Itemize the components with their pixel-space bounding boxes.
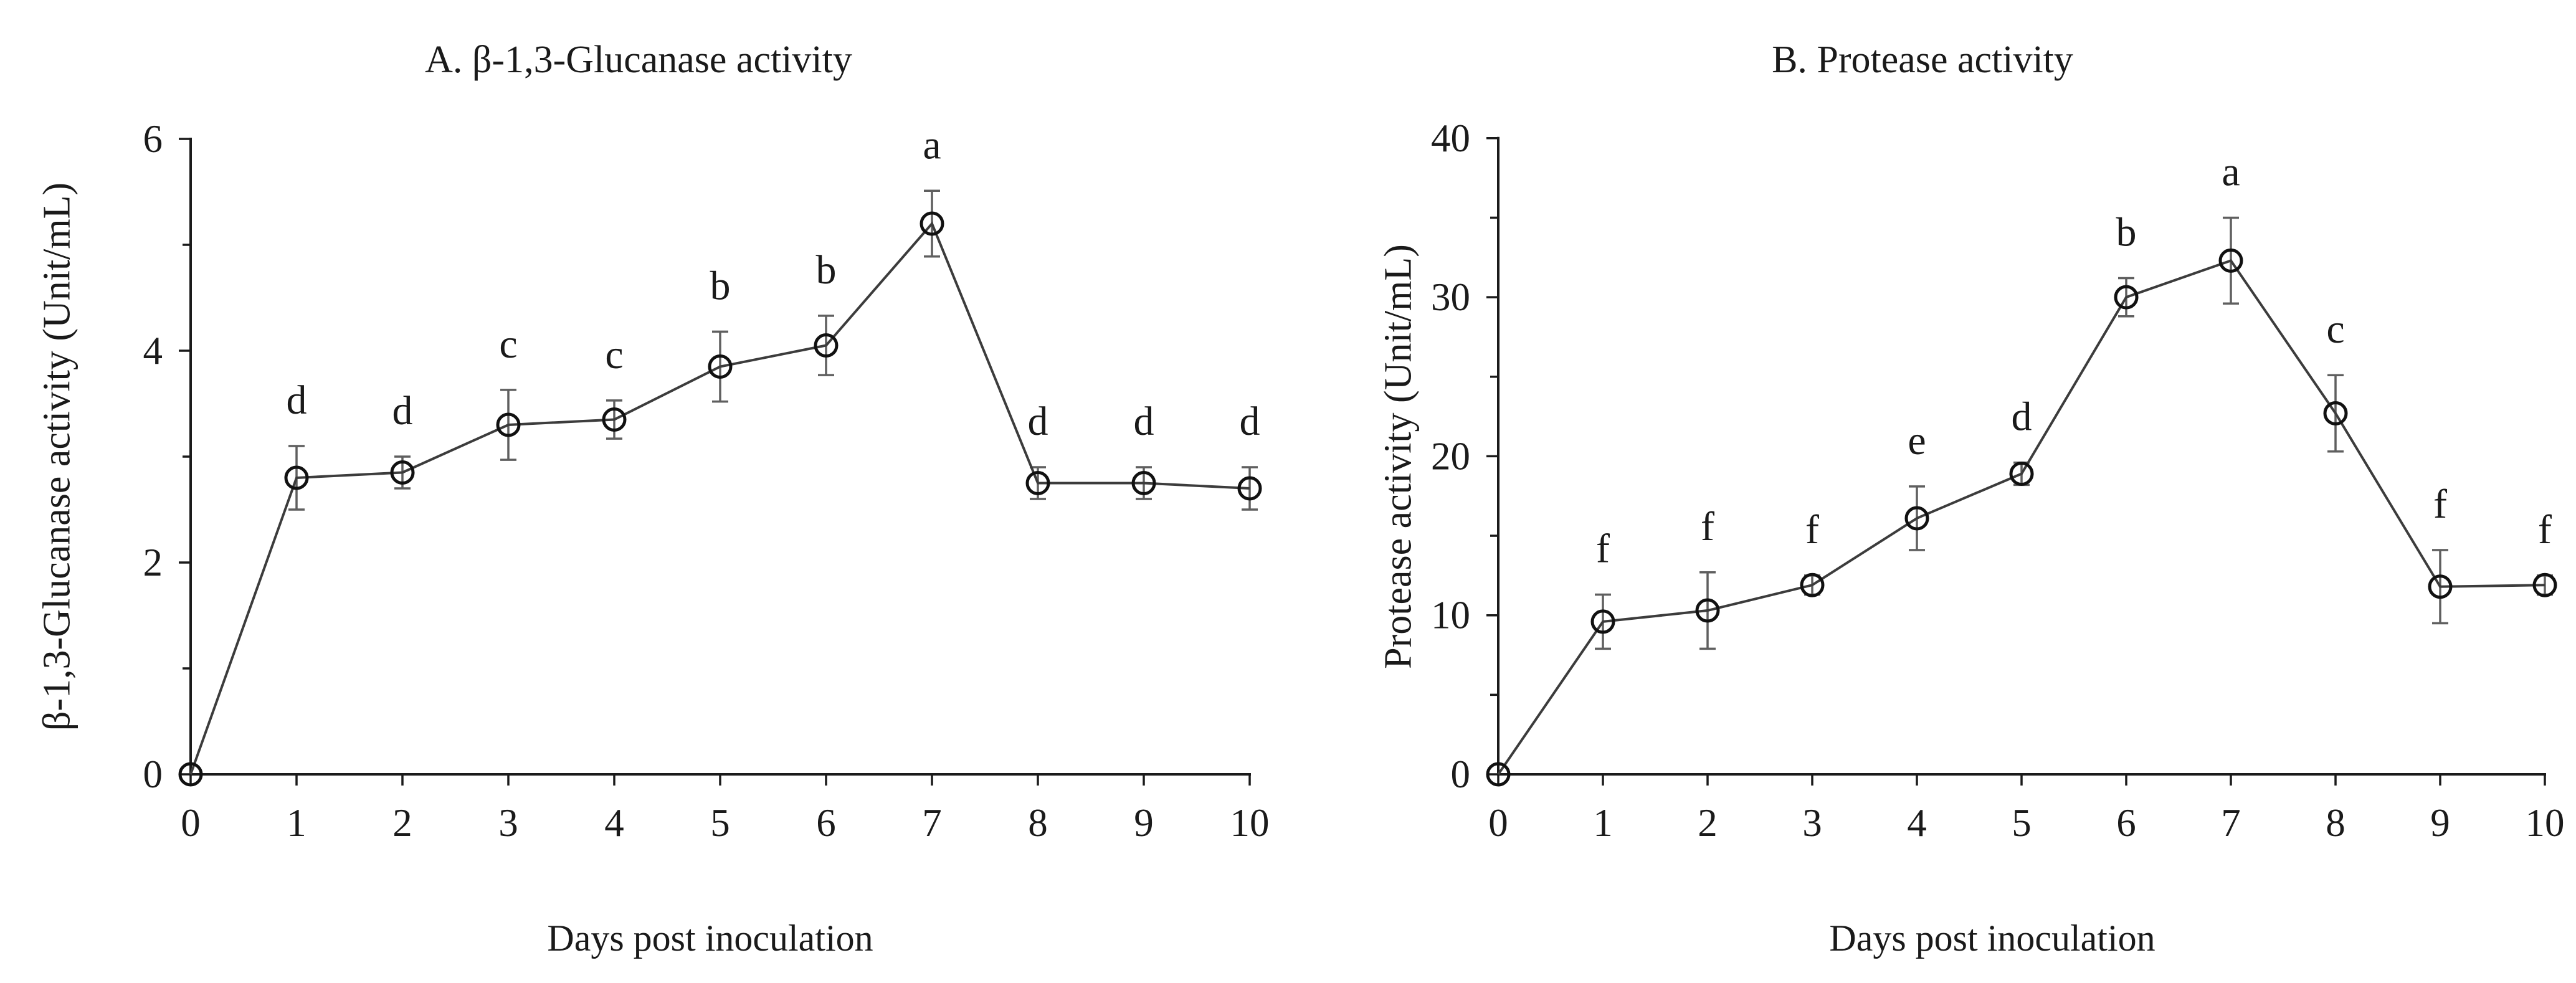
significance-letters: f f f e d b a c f f (1596, 149, 2552, 571)
data-point-marker (1131, 471, 1156, 495)
data-point-marker (178, 762, 203, 787)
y-tick-label: 30 (1431, 275, 1470, 319)
significance-letter: d (287, 378, 307, 423)
x-tick-label: 8 (2326, 801, 2345, 845)
data-point-marker (1237, 476, 1262, 501)
y-tick-label: 20 (1431, 434, 1470, 478)
axes (189, 138, 1251, 776)
x-tick-label: 4 (1907, 801, 1927, 845)
x-tick-label: 0 (1488, 801, 1508, 845)
significance-letter: a (2222, 149, 2240, 194)
data-point-marker (814, 333, 839, 358)
x-tick-label: 2 (392, 801, 412, 845)
data-point-marker (2428, 574, 2453, 599)
tick-labels: 0 2 4 6 0 1 2 3 4 5 6 7 8 9 10 (143, 117, 1270, 845)
significance-letter: b (710, 263, 731, 308)
significance-letter: b (816, 247, 837, 293)
data-point-marker (2009, 461, 2034, 486)
significance-letter: d (392, 388, 413, 434)
x-tick-label: 3 (1802, 801, 1822, 845)
chart-a-title: A. β-1,3-Glucanase activity (425, 39, 852, 81)
x-tick-label: 6 (2116, 801, 2136, 845)
significance-letter: c (499, 321, 517, 367)
x-tick-label: 5 (2012, 801, 2032, 845)
y-tick-label: 10 (1431, 594, 1470, 637)
data-point-marker (2114, 285, 2139, 310)
significance-letter: f (2538, 507, 2552, 553)
y-tick-label: 4 (143, 329, 163, 373)
significance-letter: c (2326, 306, 2344, 352)
data-point-marker (1904, 506, 1929, 531)
y-tick-label: 40 (1431, 116, 1470, 160)
chart-b-x-axis-label: Days post inoculation (1829, 918, 2155, 959)
axis-ticks (1486, 137, 2546, 786)
x-tick-label: 10 (1230, 801, 1270, 845)
chart-panel-b: B. Protease activity Protease activity (… (1288, 0, 2576, 983)
error-bars (288, 189, 1258, 511)
significance-letter: f (1805, 507, 1819, 553)
x-tick-label: 8 (1028, 801, 1048, 845)
x-tick-label: 9 (1134, 801, 1154, 845)
significance-letter: c (605, 332, 623, 378)
data-point-marker (2532, 572, 2557, 597)
data-point-marker (1486, 762, 1511, 787)
data-point-marker (708, 354, 733, 379)
data-point-marker (602, 407, 627, 432)
data-point-marker (2218, 248, 2243, 273)
data-point-marker (920, 211, 944, 236)
data-point-markers (178, 211, 1262, 787)
x-tick-label: 3 (498, 801, 518, 845)
significance-letter: f (1596, 526, 1610, 572)
significance-letter: f (2433, 482, 2447, 527)
data-point-markers (1486, 248, 2557, 787)
chart-b-plot: 0 10 20 30 40 0 1 2 3 4 5 6 7 8 9 10 f f f e d b a c f f (1431, 116, 2565, 845)
x-tick-label: 1 (287, 801, 307, 845)
data-point-marker (2323, 401, 2348, 425)
significance-letters: d d c c b b a d d d (287, 122, 1260, 444)
data-point-marker (1800, 572, 1825, 597)
data-point-marker (1590, 609, 1615, 634)
significance-letter: b (2116, 209, 2137, 255)
chart-a-plot: 0 2 4 6 0 1 2 3 4 5 6 7 8 9 10 d d c c b b a d d d (143, 117, 1270, 845)
y-tick-label: 6 (143, 117, 163, 161)
x-tick-label: 5 (710, 801, 730, 845)
significance-letter: d (1028, 399, 1048, 444)
x-tick-label: 7 (922, 801, 942, 845)
y-tick-label: 2 (143, 541, 163, 584)
x-tick-label: 6 (816, 801, 836, 845)
chart-panel-a: A. β-1,3-Glucanase activity β-1,3-Glucan… (36, 39, 1270, 959)
data-series-line (189, 221, 1250, 775)
tick-labels: 0 10 20 30 40 0 1 2 3 4 5 6 7 8 9 10 (1431, 116, 2565, 845)
x-tick-label: 2 (1698, 801, 1718, 845)
x-tick-label: 1 (1593, 801, 1613, 845)
y-tick-label: 0 (143, 753, 163, 796)
data-series-line (1497, 259, 2545, 776)
significance-letter: a (923, 122, 941, 168)
data-point-marker (284, 465, 309, 490)
significance-letter: d (1134, 399, 1154, 444)
data-point-marker (390, 460, 415, 485)
significance-letter: e (1908, 418, 1926, 463)
chart-a-x-axis-label: Days post inoculation (547, 918, 873, 959)
data-point-marker (1025, 471, 1050, 495)
data-point-marker (496, 412, 521, 437)
data-point-marker (1695, 598, 1720, 623)
significance-letter: d (1240, 399, 1260, 444)
x-tick-label: 7 (2221, 801, 2241, 845)
x-tick-label: 10 (2526, 801, 2565, 845)
x-tick-label: 4 (604, 801, 624, 845)
axes (1497, 136, 2546, 776)
x-tick-label: 0 (181, 801, 201, 845)
x-tick-label: 9 (2430, 801, 2450, 845)
y-tick-label: 0 (1451, 753, 1471, 796)
error-bars (1595, 216, 2553, 650)
axis-ticks (179, 138, 1251, 786)
chart-b-title: B. Protease activity (1772, 39, 2073, 81)
significance-letter: f (1701, 504, 1714, 549)
significance-letter: d (2012, 394, 2032, 440)
